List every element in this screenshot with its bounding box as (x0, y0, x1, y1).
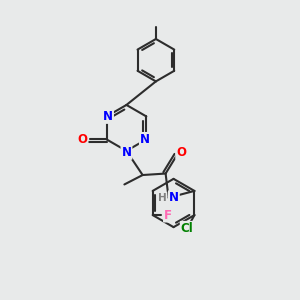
Text: O: O (77, 133, 87, 146)
Text: N: N (103, 110, 113, 123)
Text: F: F (164, 208, 172, 222)
Text: H: H (158, 193, 167, 203)
Text: N: N (122, 146, 131, 159)
Text: Cl: Cl (181, 222, 194, 235)
Text: O: O (176, 146, 186, 159)
Text: N: N (140, 133, 150, 146)
Text: N: N (169, 191, 179, 204)
